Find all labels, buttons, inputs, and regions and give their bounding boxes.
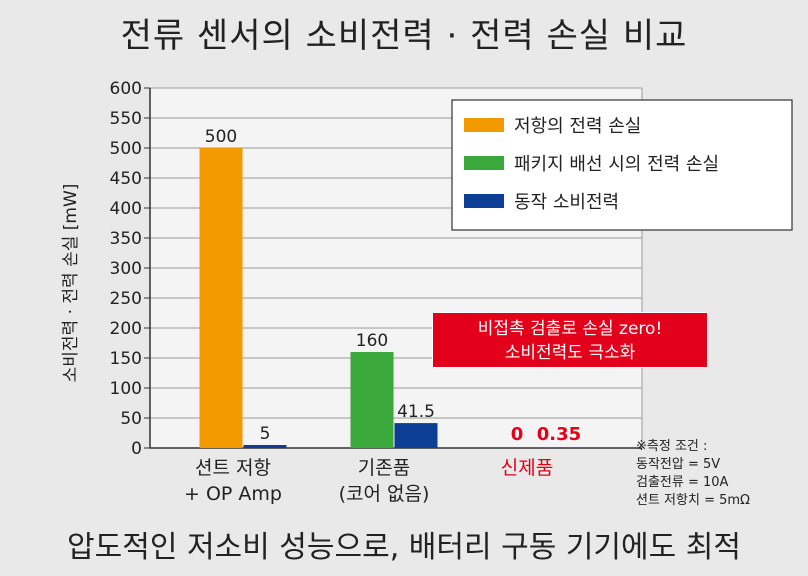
legend-swatch xyxy=(464,118,504,132)
y-tick-label: 500 xyxy=(110,139,142,159)
bar-value-label: 500 xyxy=(205,127,237,147)
bar-value-label: 41.5 xyxy=(397,402,435,422)
bar-labels: 500 5 160 41.5 0 0.35 xyxy=(205,127,581,445)
legend-label: 패키지 배선 시의 전력 손실 xyxy=(514,154,719,175)
bottom-tagline: 압도적인 저소비 성능으로, 배터리 구동 기기에도 최적 xyxy=(67,530,741,565)
x-tick-label: 션트 저항 xyxy=(195,457,271,479)
y-tick-label: 300 xyxy=(110,259,142,279)
x-tick-label-line2: + OP Amp xyxy=(184,483,282,505)
y-tick-label: 150 xyxy=(110,349,142,369)
note-line3: 션트 저항치 = 5mΩ xyxy=(636,493,750,508)
legend-swatch xyxy=(464,194,504,208)
bar-value-label: 0 xyxy=(511,424,524,445)
legend-label: 동작 소비전력 xyxy=(514,192,619,213)
y-axis-label: 소비전력 · 전력 손실 [mW] xyxy=(61,184,81,383)
y-tick-label: 200 xyxy=(110,319,142,339)
bars xyxy=(199,148,581,448)
y-tick-label: 50 xyxy=(120,409,142,429)
y-tick-label: 600 xyxy=(110,79,142,99)
legend-box xyxy=(451,99,793,231)
y-tick-label: 100 xyxy=(110,379,142,399)
y-tick-label: 0 xyxy=(131,439,142,459)
y-tick-label: 250 xyxy=(110,289,142,309)
x-tick-label: 기존품 xyxy=(358,457,410,479)
y-tick-label: 450 xyxy=(110,169,142,189)
legend-label: 저항의 전력 손실 xyxy=(514,116,641,137)
bar xyxy=(350,352,394,448)
note-line1: 동작전압 = 5V xyxy=(636,457,721,472)
bar-value-label: 5 xyxy=(260,424,271,444)
callout-line2: 소비전력도 극소화 xyxy=(504,343,636,363)
note-line2: 검출전류 = 10A xyxy=(636,475,729,490)
measurement-note: ※측정 조건 : 동작전압 = 5V 검출전류 = 10A 션트 저항치 = 5… xyxy=(636,438,750,510)
legend-swatch xyxy=(464,156,504,170)
x-tick-label-line2: (코어 없음) xyxy=(339,483,430,505)
bar xyxy=(243,445,287,448)
bar-value-label: 160 xyxy=(356,331,388,351)
chart-title: 전류 센서의 소비전력 · 전력 손실 비교 xyxy=(120,16,688,56)
callout-box: 비접촉 검출로 손실 zero! 소비전력도 극소화 xyxy=(432,312,708,368)
callout-line1: 비접촉 검출로 손실 zero! xyxy=(477,319,663,339)
bar xyxy=(394,423,438,448)
note-header: ※측정 조건 : xyxy=(636,439,708,454)
y-tick-labels: 0 50 100 150 200 250 300 350 400 450 500 550 600 xyxy=(110,79,142,459)
y-tick-label: 400 xyxy=(110,199,142,219)
bar-value-label: 0.35 xyxy=(537,424,581,445)
y-tick-label: 350 xyxy=(110,229,142,249)
x-tick-labels: 션트 저항 + OP Amp 기존품 (코어 없음) 신제품 xyxy=(184,457,553,505)
y-tick-label: 550 xyxy=(110,109,142,129)
x-tick-label: 신제품 xyxy=(501,457,553,479)
bar xyxy=(199,148,243,448)
